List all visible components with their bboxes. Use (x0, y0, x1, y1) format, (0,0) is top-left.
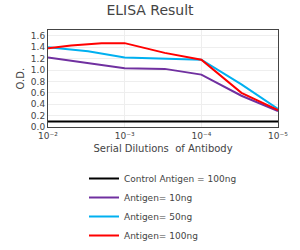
svg-text:0.4: 0.4 (31, 99, 46, 109)
svg-text:0.6: 0.6 (31, 88, 46, 98)
svg-text:Serial Dilutions of Antibody: Serial Dilutions of Antibody (93, 143, 232, 154)
svg-text:10⁻²: 10⁻² (38, 131, 58, 141)
svg-text:Antigen= 10ng: Antigen= 10ng (124, 193, 192, 203)
svg-text:0.0: 0.0 (31, 122, 46, 132)
svg-text:Antigen= 50ng: Antigen= 50ng (124, 212, 192, 222)
svg-text:O.D.: O.D. (15, 68, 26, 90)
svg-text:1.6: 1.6 (31, 31, 46, 41)
svg-text:10⁻⁴: 10⁻⁴ (191, 131, 211, 141)
svg-text:10⁻⁵: 10⁻⁵ (268, 131, 288, 141)
svg-text:0.8: 0.8 (31, 77, 46, 87)
svg-text:10⁻³: 10⁻³ (115, 131, 135, 141)
svg-text:1.2: 1.2 (31, 54, 45, 64)
svg-text:0.2: 0.2 (31, 111, 45, 121)
svg-text:ELISA Result: ELISA Result (106, 2, 194, 18)
svg-text:Antigen= 100ng: Antigen= 100ng (124, 231, 198, 241)
svg-text:1.4: 1.4 (31, 42, 46, 52)
svg-text:Control Antigen = 100ng: Control Antigen = 100ng (124, 174, 236, 184)
svg-text:1.0: 1.0 (31, 65, 46, 75)
